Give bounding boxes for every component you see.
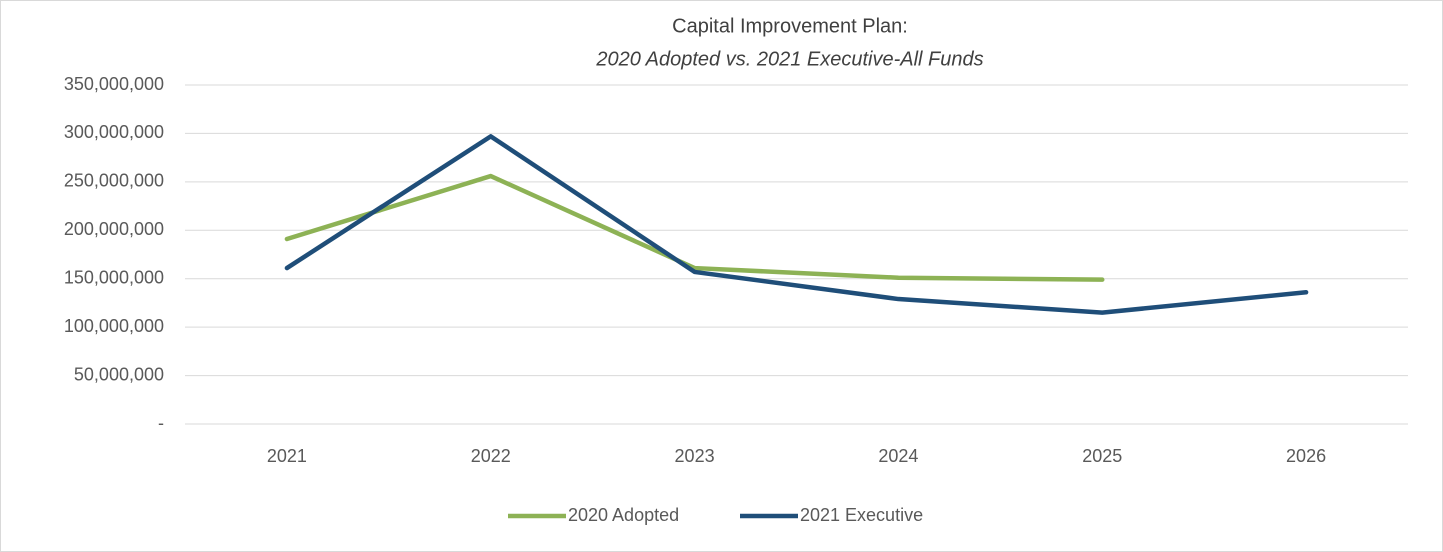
x-tick-label: 2023	[675, 446, 715, 466]
legend-label: 2020 Adopted	[568, 505, 679, 525]
data-line	[284, 173, 1105, 282]
x-tick-label: 2025	[1082, 446, 1122, 466]
y-tick-label: 150,000,000	[64, 267, 164, 287]
y-tick-label: 250,000,000	[64, 171, 164, 191]
y-tick-label: 50,000,000	[74, 364, 164, 384]
chart-subtitle: 2020 Adopted vs. 2021 Executive-All Fund…	[595, 48, 983, 70]
x-tick-label: 2024	[878, 446, 918, 466]
chart-title: Capital Improvement Plan:	[672, 15, 908, 37]
y-tick-label: 300,000,000	[64, 122, 164, 142]
y-tick-label: 100,000,000	[64, 316, 164, 336]
x-tick-label: 2021	[267, 446, 307, 466]
data-line	[284, 134, 1309, 315]
x-tick-label: 2026	[1286, 446, 1326, 466]
x-tick-label: 2022	[471, 446, 511, 466]
y-tick-label: 350,000,000	[64, 74, 164, 94]
legend-label: 2021 Executive	[800, 505, 923, 525]
y-tick-label: -	[158, 413, 164, 433]
y-tick-label: 200,000,000	[64, 219, 164, 239]
